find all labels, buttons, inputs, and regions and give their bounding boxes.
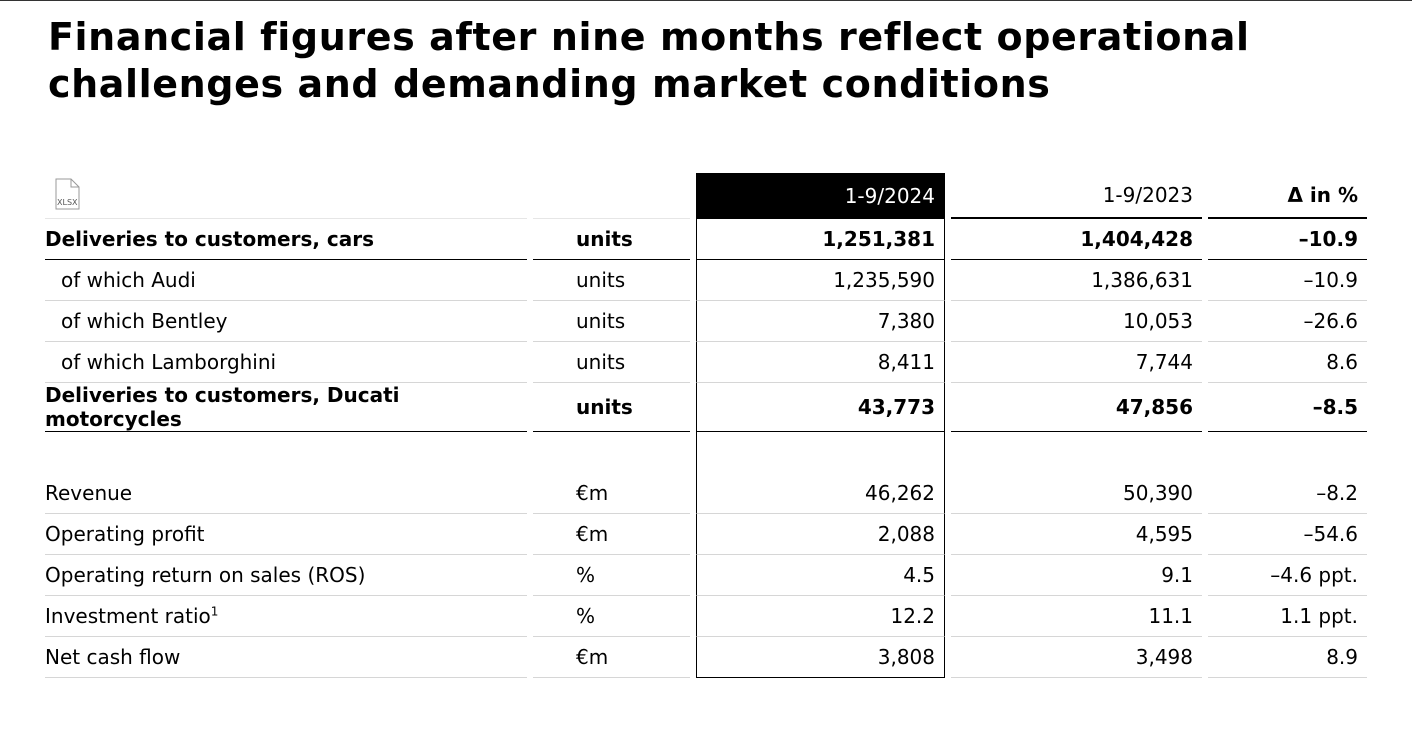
- label-text: Deliveries to customers, cars: [45, 227, 375, 251]
- value: –8.2: [1208, 473, 1367, 514]
- label-text: of which Lamborghini: [61, 350, 277, 374]
- value: 9.1: [951, 555, 1202, 596]
- value: –10.9: [1208, 219, 1367, 260]
- title-line: challenges and demanding market conditio…: [48, 62, 1051, 106]
- column-header: 1-9/2024: [696, 173, 945, 219]
- table-row: Investment ratio1% 12.2 11.1 1.1 ppt.: [45, 596, 1367, 637]
- value: 1,404,428: [951, 219, 1202, 260]
- unit: units: [533, 383, 690, 432]
- value: 11.1: [951, 596, 1202, 637]
- value: 8,411: [696, 342, 945, 383]
- value: –10.9: [1208, 260, 1367, 301]
- label-text: Investment ratio: [45, 604, 211, 628]
- value: 12.2: [696, 596, 945, 637]
- spacer-row: [45, 432, 1367, 473]
- value: –8.5: [1208, 383, 1367, 432]
- row-label: Net cash flow: [45, 637, 527, 678]
- value: 1.1 ppt.: [1208, 596, 1367, 637]
- table-row: Deliveries to customers, Ducati motorcyc…: [45, 383, 1367, 432]
- value: 3,808: [696, 637, 945, 678]
- value: 4.5: [696, 555, 945, 596]
- value: 3,498: [951, 637, 1202, 678]
- spacer: [1208, 432, 1367, 473]
- label-text: Revenue: [45, 481, 133, 505]
- value: 1,235,590: [696, 260, 945, 301]
- row-label: Revenue: [45, 473, 527, 514]
- value: 1,251,381: [696, 219, 945, 260]
- value: 7,380: [696, 301, 945, 342]
- spacer: [696, 432, 945, 473]
- value: 50,390: [951, 473, 1202, 514]
- value: –26.6: [1208, 301, 1367, 342]
- spacer: [951, 432, 1202, 473]
- value: 47,856: [951, 383, 1202, 432]
- value: –54.6: [1208, 514, 1367, 555]
- label-text: of which Bentley: [61, 309, 228, 333]
- label-text: Deliveries to customers, Ducati motorcyc…: [45, 383, 400, 431]
- value: 7,744: [951, 342, 1202, 383]
- unit: %: [533, 555, 690, 596]
- column-header: Δ in %: [1208, 173, 1367, 219]
- spacer: [533, 432, 690, 473]
- figures-table: XLSX 1-9/2024 1-9/2023 Δ in % Deliveries…: [39, 173, 1373, 678]
- table-row: of which Lamborghini units 8,411 7,744 8.6: [45, 342, 1367, 383]
- label-text: Operating return on sales (ROS): [45, 563, 366, 587]
- unit: units: [533, 301, 690, 342]
- value: 2,088: [696, 514, 945, 555]
- unit: €m: [533, 473, 690, 514]
- spacer: [45, 432, 527, 473]
- unit: units: [533, 219, 690, 260]
- row-label: of which Bentley: [45, 301, 527, 342]
- table-row: of which Bentley units 7,380 10,053 –26.6: [45, 301, 1367, 342]
- label-text: Operating profit: [45, 522, 205, 546]
- value: 8.6: [1208, 342, 1367, 383]
- row-label: Operating profit: [45, 514, 527, 555]
- label-text: of which Audi: [61, 268, 196, 292]
- value: 4,595: [951, 514, 1202, 555]
- xlsx-icon-cell[interactable]: XLSX: [45, 173, 527, 219]
- table-row: Operating profit €m 2,088 4,595 –54.6: [45, 514, 1367, 555]
- table-row: of which Audi units 1,235,590 1,386,631 –10.…: [45, 260, 1367, 301]
- header-row: XLSX 1-9/2024 1-9/2023 Δ in %: [45, 173, 1367, 219]
- title: Financial figures after nine months refl…: [48, 14, 1250, 108]
- unit: €m: [533, 637, 690, 678]
- value: 46,262: [696, 473, 945, 514]
- row-label: Deliveries to customers, cars: [45, 219, 527, 260]
- column-header: 1-9/2023: [951, 173, 1202, 219]
- unit: %: [533, 596, 690, 637]
- row-label: Deliveries to customers, Ducati motorcyc…: [45, 383, 527, 432]
- table-row: Net cash flow €m 3,808 3,498 8.9: [45, 637, 1367, 678]
- label-text: Net cash flow: [45, 645, 181, 669]
- row-label: Investment ratio1: [45, 596, 527, 637]
- xlsx-icon[interactable]: XLSX: [51, 177, 87, 213]
- unit: units: [533, 260, 690, 301]
- value: –4.6 ppt.: [1208, 555, 1367, 596]
- footnote-mark: 1: [210, 604, 219, 619]
- value: 8.9: [1208, 637, 1367, 678]
- value: 10,053: [951, 301, 1202, 342]
- row-label: Operating return on sales (ROS): [45, 555, 527, 596]
- svg-text:XLSX: XLSX: [57, 198, 78, 207]
- blank-cell: [533, 173, 690, 219]
- unit: €m: [533, 514, 690, 555]
- value: 1,386,631: [951, 260, 1202, 301]
- table-row: Deliveries to customers, cars units 1,251,…: [45, 219, 1367, 260]
- row-label: of which Lamborghini: [45, 342, 527, 383]
- unit: units: [533, 342, 690, 383]
- table-row: Operating return on sales (ROS)% 4.5 9.1 –4…: [45, 555, 1367, 596]
- row-label: of which Audi: [45, 260, 527, 301]
- title-line: Financial figures after nine months refl…: [48, 15, 1250, 59]
- table-row: Revenue €m 46,262 50,390 –8.2: [45, 473, 1367, 514]
- value: 43,773: [696, 383, 945, 432]
